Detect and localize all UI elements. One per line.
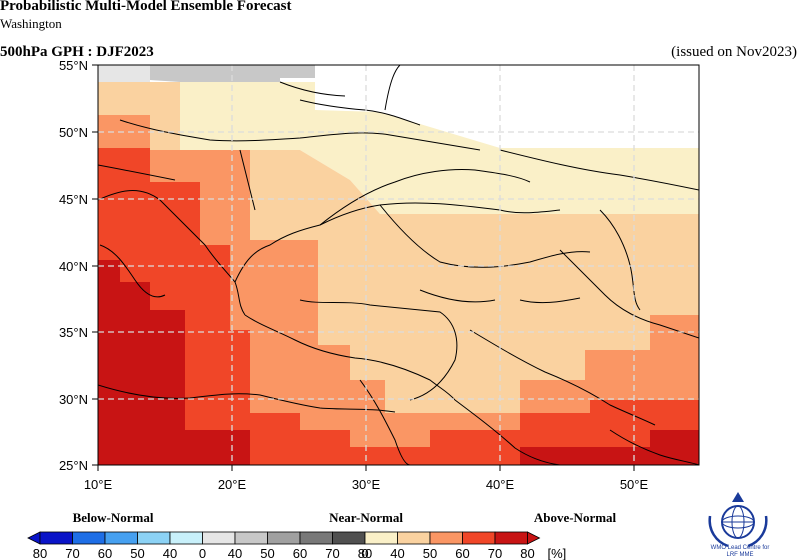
legend-arrow-left (27, 531, 41, 545)
legend-tick-label: 80 (358, 546, 372, 560)
legend-tick-label: 70 (325, 546, 339, 560)
lon-tick-label: 10°E (84, 477, 113, 492)
issued-date: (issued on Nov2023) (671, 44, 797, 60)
map-subtitle: Washington (0, 16, 62, 31)
legend-swatch (39, 531, 73, 545)
lon-tick-label: 50°E (620, 477, 649, 492)
legend-tick-label: 50 (130, 546, 144, 560)
legend-swatch (234, 531, 268, 545)
legend-tick-label: 40 (390, 546, 404, 560)
legend-swatch (462, 531, 496, 545)
legend-swatch (169, 531, 203, 545)
legend-swatch (267, 531, 301, 545)
logo-caption-line2: LRF MME (726, 552, 754, 558)
legend-tick-label: 50 (260, 546, 274, 560)
legend-arrow-right (527, 531, 541, 545)
lat-tick-label: 55°N (59, 58, 88, 73)
graticule (98, 65, 699, 465)
legend-tick-label: 40 (228, 546, 242, 560)
legend-tick-label: 60 (98, 546, 112, 560)
map-title: Probabilistic Multi-Model Ensemble Forec… (0, 0, 292, 14)
map-frame (97, 64, 700, 466)
legend-labels: 80 70 60 50 40 0 40 50 60 70 800 40 50 60 70 80 [%] (33, 546, 567, 560)
legend-tick-label: 60 (293, 546, 307, 560)
legend-swatch (202, 531, 236, 545)
legend-category-above: Above-Normal (533, 510, 617, 525)
legend-tick-label: 60 (455, 546, 469, 560)
legend-tick-label: 0 (199, 546, 206, 560)
legend-tick-label: 70 (488, 546, 502, 560)
legend-tick-label: 0 (361, 546, 368, 560)
lon-tick-label: 40°E (486, 477, 515, 492)
lon-tick-label: 30°E (352, 477, 381, 492)
lat-tick-label: 45°N (59, 192, 88, 207)
legend-tick-label: 50 (423, 546, 437, 560)
logo-caption-line1: WMO Lead Centre for (710, 545, 770, 551)
lat-tick-label: 30°N (59, 392, 88, 407)
legend-tick-label: 40 (163, 546, 177, 560)
axis-ticks (92, 64, 635, 471)
lat-tick-label: 25°N (59, 458, 88, 473)
legend-swatch (104, 531, 138, 545)
legend-swatch (494, 531, 528, 545)
field-label: 500hPa GPH : DJF2023 (0, 44, 154, 60)
legend-swatch (137, 531, 171, 545)
legend-category-below: Below-Normal (72, 510, 154, 525)
legend-swatch (429, 531, 463, 545)
legend-swatch (332, 531, 366, 545)
lon-tick-label: 20°E (218, 477, 247, 492)
legend-tick-label: 80 (520, 546, 534, 560)
wmo-emblem-icon (708, 492, 768, 548)
legend-colorbar (27, 531, 541, 545)
lat-tick-label: 35°N (59, 325, 88, 340)
legend-swatch (299, 531, 333, 545)
legend-category-near: Near-Normal (329, 510, 403, 525)
lat-tick-label: 40°N (59, 259, 88, 274)
legend-unit: [%] (548, 546, 567, 560)
legend-swatch (397, 531, 431, 545)
lat-tick-label: 50°N (59, 125, 88, 140)
legend-swatch (72, 531, 106, 545)
logo-caption: WMO Lead Centre for LRF MME (695, 545, 785, 559)
legend-tick-label: 80 (33, 546, 47, 560)
legend-swatch (364, 531, 398, 545)
probability-field (98, 65, 699, 465)
coastlines (98, 65, 699, 465)
legend-tick-label: 70 (65, 546, 79, 560)
